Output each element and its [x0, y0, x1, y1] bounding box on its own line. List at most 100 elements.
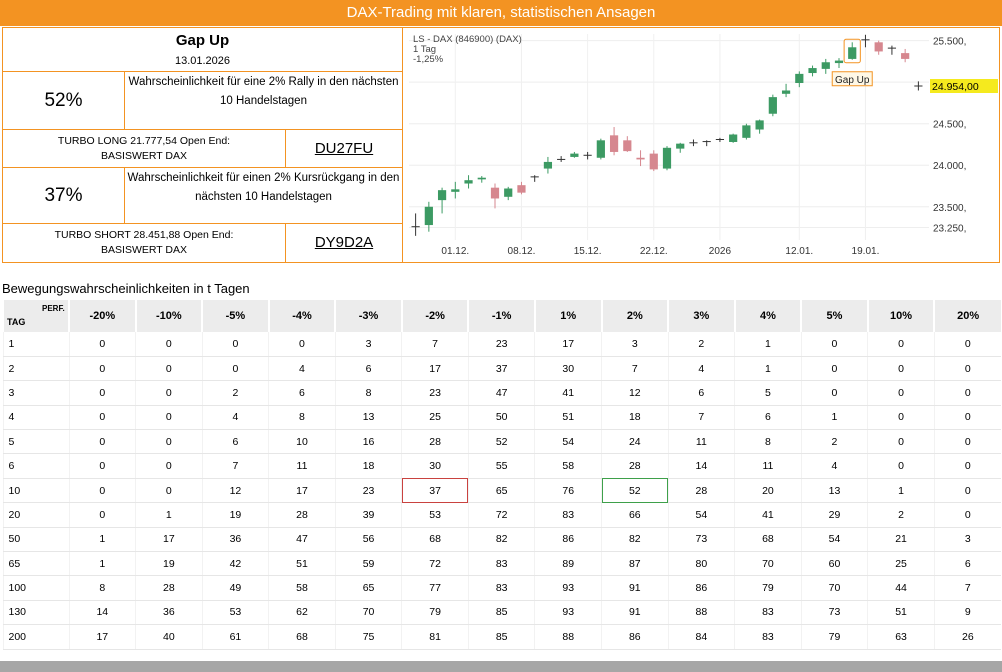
annotation-box [843, 38, 861, 64]
row-tag: 3 [2, 380, 69, 406]
table-cell: 68 [734, 527, 802, 553]
table-row: 50 1 17 36 47 56 68 82 86 82 73 68 54 21 3 [2, 527, 1001, 553]
table-row: 5 0 0 6 10 16 28 52 54 24 11 8 2 0 0 [2, 429, 1001, 455]
table-row: 100 8 28 49 58 65 77 83 93 91 86 79 70 44 7 [2, 575, 1001, 601]
candle-body [424, 206, 433, 226]
table-cell: 51 [867, 600, 935, 626]
table-title: Bewegungswahrscheinlichkeiten in t Tagen [2, 281, 250, 296]
table-cell: 0 [268, 332, 336, 357]
table-cell: 42 [201, 551, 269, 577]
candle-body [742, 125, 751, 138]
table-cell: 30 [401, 453, 469, 479]
table-cell: 0 [933, 356, 1001, 382]
footer-bar [0, 661, 1002, 672]
table-cell: 79 [401, 600, 469, 626]
table-cell: 28 [135, 575, 203, 601]
table-cell: 0 [867, 356, 935, 382]
table-cell: 11 [268, 453, 336, 479]
table-cell: 91 [601, 600, 669, 626]
table-row: 4 0 0 4 8 13 25 50 51 18 7 6 1 0 0 [2, 405, 1001, 431]
table-cell: 1 [68, 551, 136, 577]
candle-body [901, 53, 910, 59]
price-tick-label: 24.500, [933, 120, 966, 131]
short-description: Wahrscheinlichkeit für einen 2% Kursrück… [125, 168, 402, 224]
table-cell: 17 [534, 332, 602, 357]
table-row: 1 0 0 0 0 3 7 23 17 3 2 1 0 0 0 [2, 332, 1001, 357]
turbo-short-info: TURBO SHORT 28.451,88 Open End: BASISWER… [3, 224, 286, 262]
table-cell: 17 [68, 624, 136, 650]
date-tick-label: 2026 [709, 246, 732, 257]
table-cell: 75 [334, 624, 402, 650]
table-cell: 0 [933, 502, 1001, 528]
column-header: -20% [68, 300, 136, 332]
table-cell: 52 [601, 478, 669, 504]
table-cell: 88 [667, 600, 735, 626]
table-cell: 82 [601, 527, 669, 553]
table-cell: 1 [135, 502, 203, 528]
row-tag: 200 [2, 624, 69, 650]
table-cell: 8 [268, 405, 336, 431]
table-cell: 58 [268, 575, 336, 601]
table-cell: 84 [667, 624, 735, 650]
table-cell: 40 [135, 624, 203, 650]
current-price-label: 24.954,00 [932, 81, 979, 93]
table-cell: 1 [800, 405, 868, 431]
candle-body [781, 90, 791, 94]
table-cell: 0 [933, 332, 1001, 357]
table-cell: 0 [135, 405, 203, 431]
annotation-label: Gap Up [835, 75, 870, 86]
table-cell: 28 [601, 453, 669, 479]
candle-body [636, 157, 645, 160]
table-cell: 0 [201, 356, 269, 382]
table-cell: 12 [601, 380, 669, 406]
table-cell: 1 [867, 478, 935, 504]
long-description: Wahrscheinlichkeit für eine 2% Rally in … [125, 72, 402, 130]
short-probability: 37% [3, 168, 125, 224]
table-cell: 83 [467, 551, 535, 577]
table-cell: 54 [667, 502, 735, 528]
table-cell: 23 [334, 478, 402, 504]
table-cell: 0 [933, 429, 1001, 455]
perf-label: PERF. [42, 304, 65, 313]
table-cell: 10 [268, 429, 336, 455]
candle-body [596, 140, 605, 158]
table-cell: 0 [135, 453, 203, 479]
table-cell: 0 [867, 332, 935, 357]
table-cell: 37 [467, 356, 535, 382]
table-row: 10 0 0 12 17 23 37 65 76 52 28 20 13 1 0 [2, 478, 1001, 504]
candle-body [451, 189, 460, 192]
candle-body [517, 185, 526, 193]
table-cell: 89 [534, 551, 602, 577]
row-tag: 20 [2, 502, 69, 528]
candle-body [504, 188, 513, 197]
table-cell: 17 [401, 356, 469, 382]
table-cell: 18 [601, 405, 669, 431]
table-cell: 88 [534, 624, 602, 650]
table-cell: 0 [800, 332, 868, 357]
candle-body [662, 147, 672, 169]
table-cell: 65 [467, 478, 535, 504]
table-cell: 0 [933, 380, 1001, 406]
row-tag: 4 [2, 405, 69, 431]
table-cell: 41 [734, 502, 802, 528]
turbo-short-code-link[interactable]: DY9D2A [314, 234, 374, 251]
row-tag: 50 [2, 527, 69, 553]
table-cell: 0 [135, 478, 203, 504]
signal-info-panel: Gap Up 13.01.2026 52% Wahrscheinlichkeit… [2, 27, 403, 263]
table-cell: 7 [201, 453, 269, 479]
date-tick-label: 15.12. [574, 246, 602, 257]
signal-title: Gap Up [175, 32, 230, 49]
table-cell: 68 [401, 527, 469, 553]
table-cell: 1 [734, 356, 802, 382]
table-cell: 23 [401, 380, 469, 406]
table-cell: 0 [68, 502, 136, 528]
table-cell: 4 [667, 356, 735, 382]
dax-candlestick-chart: 25.500,25.000,24.500,24.000,23.500,23.25… [403, 27, 1000, 263]
turbo-long-code-link[interactable]: DU27FU [286, 130, 402, 168]
table-cell: 54 [534, 429, 602, 455]
candle-body [874, 42, 883, 52]
table-cell: 19 [201, 502, 269, 528]
price-tick-label: 25.500, [933, 37, 966, 48]
date-tick-label: 22.12. [640, 246, 668, 257]
table-cell: 36 [201, 527, 269, 553]
